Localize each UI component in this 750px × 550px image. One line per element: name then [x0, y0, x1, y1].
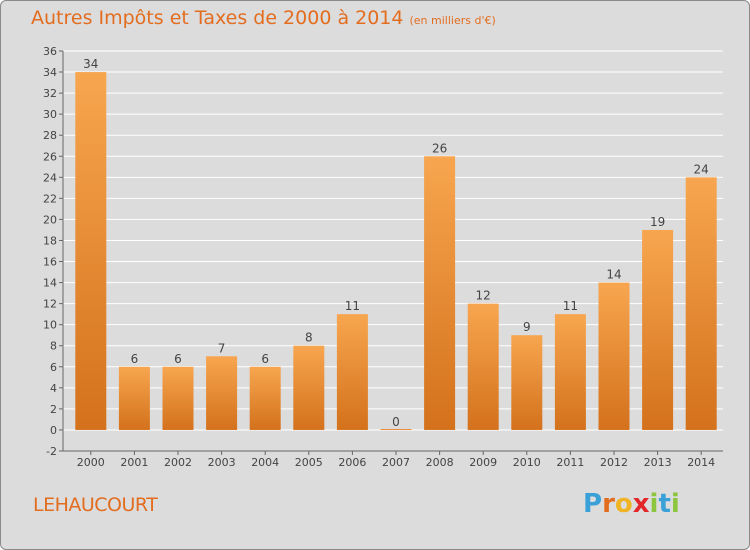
y-tick-label: 10	[43, 319, 57, 332]
y-tick-label: 26	[43, 150, 57, 163]
bar	[249, 366, 281, 430]
y-tick-label: 24	[43, 171, 57, 184]
x-tick-label: 2007	[382, 456, 410, 469]
bar-value-label: 26	[432, 141, 447, 155]
y-tick-label: -2	[46, 445, 57, 458]
bar	[685, 177, 717, 430]
bar	[467, 303, 499, 430]
y-tick-label: 6	[50, 361, 57, 374]
bar	[424, 156, 456, 430]
logo-letter: P	[583, 489, 603, 519]
bar	[293, 345, 325, 430]
bar-value-label: 14	[606, 268, 621, 282]
x-tick-label: 2005	[295, 456, 323, 469]
bar	[511, 335, 543, 430]
x-tick-label: 2006	[338, 456, 366, 469]
proxiti-logo: Proxiti	[583, 489, 680, 519]
bar-value-label: 24	[694, 162, 709, 176]
logo-letter: i	[649, 489, 659, 519]
bar	[598, 282, 630, 430]
logo-letter: o	[614, 489, 633, 519]
chart-unit-note: (en milliers d'€)	[409, 14, 496, 27]
bar	[554, 314, 586, 430]
y-tick-label: 34	[43, 66, 57, 79]
logo-letter: i	[670, 489, 680, 519]
bar	[642, 229, 674, 430]
y-tick-label: 8	[50, 340, 57, 353]
bar-value-label: 0	[392, 415, 400, 429]
x-tick-label: 2003	[208, 456, 236, 469]
chart-title: Autres Impôts et Taxes de 2000 à 2014 (en…	[31, 7, 496, 29]
x-tick-label: 2011	[556, 456, 584, 469]
bar	[75, 72, 107, 430]
bar-value-label: 9	[523, 320, 531, 334]
commune-name: LEHAUCOURT	[33, 494, 158, 516]
x-tick-label: 2012	[600, 456, 628, 469]
x-tick-label: 2004	[251, 456, 279, 469]
chart-title-text: Autres Impôts et Taxes de 2000 à 2014	[31, 7, 404, 29]
y-tick-label: 28	[43, 129, 57, 142]
bar-value-label: 6	[174, 352, 182, 366]
bar	[118, 366, 150, 430]
bar-value-label: 11	[563, 299, 578, 313]
x-tick-label: 2000	[77, 456, 105, 469]
x-tick-label: 2009	[469, 456, 497, 469]
y-tick-label: 36	[43, 45, 57, 58]
y-tick-label: 18	[43, 234, 57, 247]
bar-value-label: 6	[131, 352, 139, 366]
y-tick-label: 2	[50, 403, 57, 416]
bar	[380, 428, 412, 430]
bar	[336, 314, 368, 430]
y-tick-label: 32	[43, 87, 57, 100]
y-tick-label: 14	[43, 277, 57, 290]
y-tick-label: 30	[43, 108, 57, 121]
logo-letter: x	[632, 489, 650, 519]
bar-value-label: 7	[218, 341, 226, 355]
x-tick-label: 2002	[164, 456, 192, 469]
logo-letter: t	[658, 489, 671, 519]
x-tick-label: 2008	[426, 456, 454, 469]
y-tick-label: 20	[43, 213, 57, 226]
bar	[162, 366, 194, 430]
x-tick-label: 2014	[687, 456, 715, 469]
bar-value-label: 19	[650, 215, 665, 229]
y-tick-label: 0	[50, 424, 57, 437]
bar-value-label: 8	[305, 331, 313, 345]
y-tick-label: 12	[43, 298, 57, 311]
bar-value-label: 34	[83, 57, 98, 71]
bar	[206, 356, 238, 430]
bar-value-label: 6	[261, 352, 269, 366]
x-tick-label: 2010	[513, 456, 541, 469]
y-tick-label: 22	[43, 192, 57, 205]
x-tick-label: 2013	[644, 456, 672, 469]
y-tick-label: 4	[50, 382, 57, 395]
bar-value-label: 12	[476, 289, 491, 303]
x-tick-label: 2001	[120, 456, 148, 469]
bar-value-label: 11	[345, 299, 360, 313]
y-tick-label: 16	[43, 256, 57, 269]
logo-letter: r	[602, 489, 615, 519]
